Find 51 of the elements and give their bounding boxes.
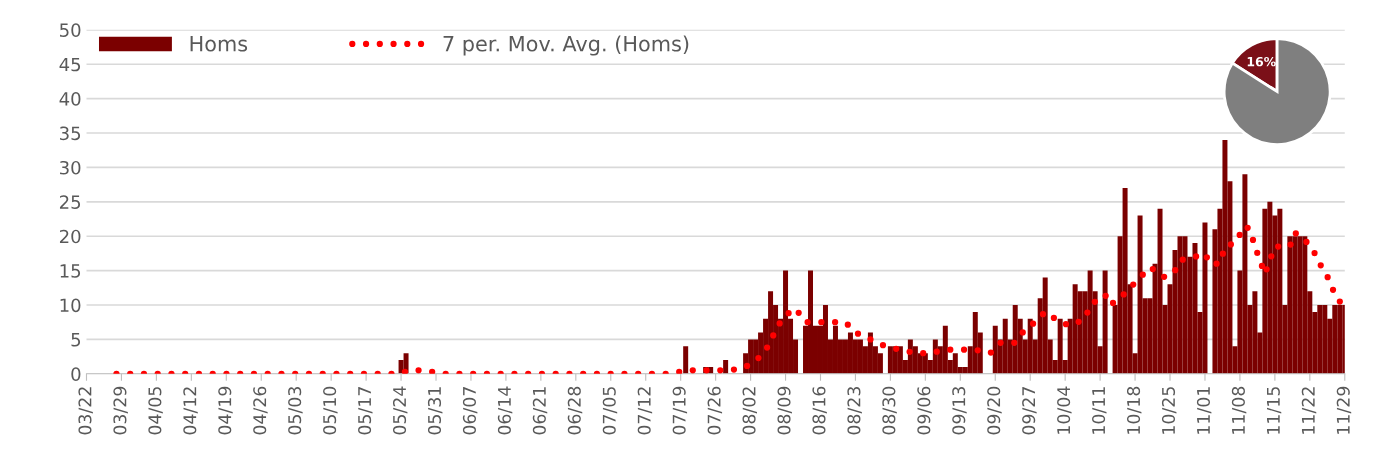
x-tick-label: 04/19 — [218, 386, 233, 435]
x-tick-label: 09/06 — [917, 386, 932, 435]
x-tick-label: 11/22 — [1301, 387, 1317, 434]
y-tick-label: 20 — [59, 229, 81, 244]
x-tick-label: 11/08 — [1231, 386, 1247, 434]
x-tick-label: 10/04 — [1057, 386, 1072, 434]
x-tick-label: 07/12 — [637, 387, 653, 435]
x-tick-label: 06/21 — [532, 387, 548, 435]
x-tick-label: 03/29 — [113, 386, 128, 435]
x-tick-label: 05/31 — [427, 387, 443, 435]
legend-label: 7 per. Mov. Avg. (Homs) — [443, 35, 689, 56]
x-tick-label: 11/15 — [1267, 387, 1282, 434]
x-tick-label: 03/22 — [78, 387, 93, 435]
y-tick-label: 10 — [60, 298, 81, 313]
x-tick-label: 06/28 — [567, 386, 583, 435]
y-tick-label: 0 — [71, 367, 81, 381]
x-tick-label: 05/10 — [323, 386, 338, 435]
y-tick-label: 30 — [60, 160, 81, 175]
x-tick-label: 07/05 — [602, 387, 618, 435]
x-tick-label: 08/02 — [742, 387, 757, 435]
x-tick-label: 07/26 — [707, 386, 723, 435]
x-tick-label: 06/07 — [462, 387, 478, 435]
x-tick-label: 09/27 — [1022, 387, 1037, 435]
x-tick-label: 10/11 — [1092, 387, 1107, 434]
x-tick-label: 11/01 — [1196, 387, 1212, 434]
y-tick-label: 25 — [59, 195, 81, 209]
y-tick-label: 5 — [71, 333, 81, 347]
x-tick-label: 07/19 — [672, 386, 688, 435]
x-tick-label: 05/17 — [358, 387, 373, 435]
y-tick-label: 40 — [59, 92, 81, 106]
x-tick-label: 08/23 — [847, 387, 862, 435]
x-tick-label: 04/12 — [183, 387, 198, 435]
y-tick-label: 35 — [60, 126, 81, 141]
y-tick-label: 45 — [59, 57, 81, 72]
legend-label: Homs — [190, 36, 248, 52]
x-tick-label: 06/14 — [497, 386, 513, 435]
x-tick-label: 08/09 — [777, 386, 792, 435]
x-tick-label: 05/24 — [392, 386, 408, 435]
x-tick-label: 08/30 — [882, 386, 897, 435]
x-tick-label: 09/20 — [987, 386, 1002, 435]
x-tick-label: 05/03 — [288, 387, 303, 435]
x-tick-label: 10/25 — [1161, 387, 1177, 434]
x-tick-label: 04/26 — [253, 386, 268, 435]
x-tick-label: 10/18 — [1126, 386, 1142, 434]
x-tick-label: 08/16 — [812, 386, 827, 435]
x-tick-label: 09/13 — [952, 387, 967, 435]
y-tick-label: 50 — [60, 23, 81, 37]
data-label: 16% — [1247, 56, 1276, 67]
x-tick-label: 04/05 — [148, 387, 163, 435]
x-tick-label: 11/29 — [1336, 386, 1352, 434]
y-tick-label: 15 — [60, 264, 81, 278]
